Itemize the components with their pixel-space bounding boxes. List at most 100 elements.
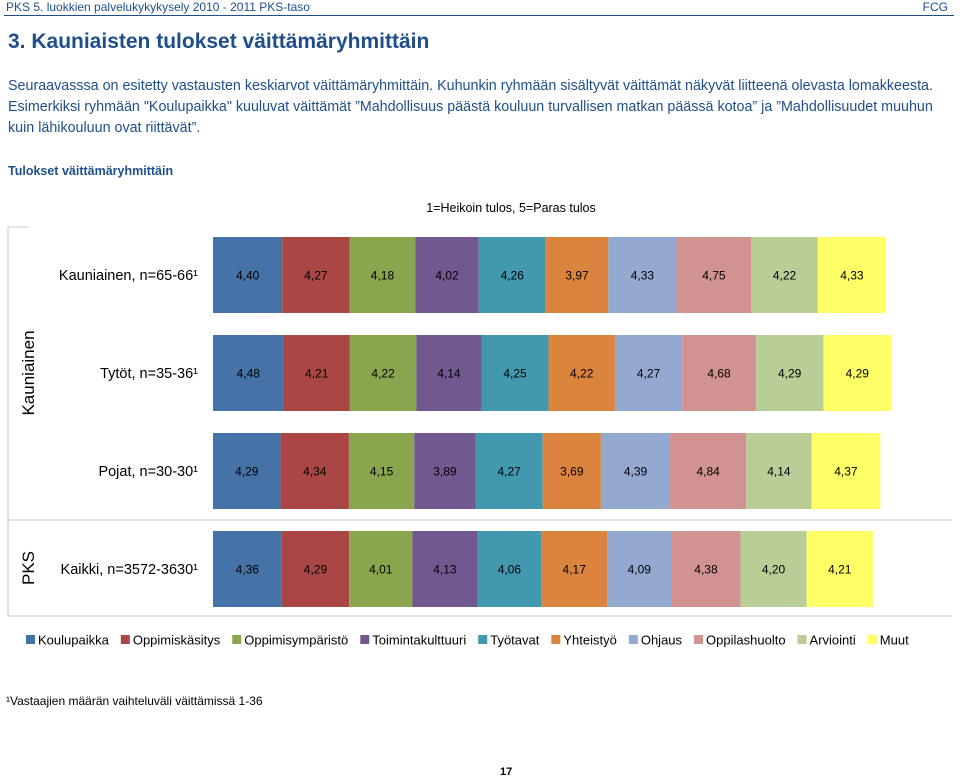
row-label: Kaikki, n=3572-3630¹ xyxy=(61,562,199,578)
bar-segment-tyotavat xyxy=(477,531,542,607)
bar-segment-yhteistyo xyxy=(541,531,608,607)
bar-segment-muut xyxy=(817,237,886,313)
data-label: 4,29 xyxy=(846,367,870,381)
bar-segment-arviointi xyxy=(740,531,807,607)
row-label: Kauniainen, n=65-66¹ xyxy=(59,268,198,284)
data-label: 4,40 xyxy=(236,269,260,283)
bar-segment-oppimisymparisto xyxy=(349,531,413,607)
data-label: 4,27 xyxy=(304,269,328,283)
bar-segment-muut xyxy=(806,531,873,607)
data-label: 4,25 xyxy=(503,367,527,381)
bar-segment-yhteistyo xyxy=(548,335,615,411)
bar-segment-oppilashuolto xyxy=(671,531,741,607)
data-label: 4,14 xyxy=(437,367,461,381)
data-label: 4,06 xyxy=(498,563,522,577)
legend-swatch-tyotavat xyxy=(478,635,488,644)
group-label-pks: PKS xyxy=(19,551,38,585)
bar-segment-toimintakulttuuri xyxy=(412,531,478,607)
page-title: 3. Kauniaisten tulokset väittämäryhmittä… xyxy=(8,30,430,53)
legend-swatch-toimintakulttuuri xyxy=(360,635,370,644)
legend-swatch-yhteistyo xyxy=(551,635,561,644)
bar-segment-ohjaus xyxy=(608,237,677,313)
data-label: 4,21 xyxy=(828,563,852,577)
bar-segment-oppilashuolto xyxy=(676,237,752,313)
legend-label-ohjaus: Ohjaus xyxy=(641,633,683,648)
data-label: 4,22 xyxy=(773,269,797,283)
bar-segment-ohjaus xyxy=(600,433,671,509)
data-label: 4,33 xyxy=(631,269,655,283)
data-label: 4,84 xyxy=(697,465,721,479)
data-label: 4,75 xyxy=(702,269,726,283)
row-label: Tytöt, n=35-36¹ xyxy=(100,366,198,382)
bar-segment-muut xyxy=(811,433,881,509)
bar-segment-tyotavat xyxy=(481,335,549,411)
header-left-text: PKS 5. luokkien palvelukykykysely 2010 -… xyxy=(6,0,310,14)
legend-label-koulupaikka: Koulupaikka xyxy=(38,633,110,648)
bar-segment-arviointi xyxy=(746,433,812,509)
legend-swatch-oppimiskasitys xyxy=(120,635,130,644)
bar-segment-oppimisymparisto xyxy=(348,433,415,509)
footnote: ¹Vastaajien määrän vaihteluväli väittämi… xyxy=(6,694,263,708)
bar-segment-oppilashuolto xyxy=(682,335,756,411)
legend-label-tyotavat: Työtavat xyxy=(490,633,540,648)
data-label: 4,01 xyxy=(369,563,393,577)
legend-swatch-muut xyxy=(867,635,877,644)
bar-segment-arviointi xyxy=(751,237,818,313)
row-label: Pojat, n=30-30¹ xyxy=(98,464,198,480)
data-label: 4,13 xyxy=(433,563,457,577)
bar-segment-arviointi xyxy=(755,335,824,411)
data-label: 4,02 xyxy=(435,269,459,283)
data-label: 4,33 xyxy=(840,269,864,283)
bar-segment-koulupaikka xyxy=(213,433,281,509)
bar-segment-ohjaus xyxy=(607,531,672,607)
data-label: 4,26 xyxy=(501,269,525,283)
bar-segment-oppilashuolto xyxy=(670,433,747,509)
data-label: 4,27 xyxy=(637,367,661,381)
data-label: 4,21 xyxy=(305,367,329,381)
data-label: 4,29 xyxy=(235,465,259,479)
legend-label-toimintakulttuuri: Toimintakulttuuri xyxy=(372,633,466,648)
legend-swatch-koulupaikka xyxy=(26,635,35,644)
data-label: 4,22 xyxy=(371,367,395,381)
bar-segment-toimintakulttuuri xyxy=(414,433,476,509)
bar-segment-yhteistyo xyxy=(545,237,609,313)
legend-label-muut: Muut xyxy=(880,633,909,648)
data-label: 3,89 xyxy=(433,465,457,479)
legend-swatch-oppimisymparisto xyxy=(232,635,242,644)
data-label: 4,68 xyxy=(707,367,731,381)
data-label: 4,15 xyxy=(370,465,394,479)
data-label: 4,29 xyxy=(304,563,328,577)
bar-segment-koulupaikka xyxy=(213,531,282,607)
legend-swatch-oppilashuolto xyxy=(694,635,704,644)
data-label: 4,37 xyxy=(834,465,858,479)
bar-segment-oppimisymparisto xyxy=(349,237,416,313)
legend-label-arviointi: Arviointi xyxy=(810,633,856,648)
legend-swatch-ohjaus xyxy=(628,635,638,644)
legend-label-oppilashuolto: Oppilashuolto xyxy=(706,633,786,648)
data-label: 4,27 xyxy=(497,465,521,479)
bar-segment-oppimiskasitys xyxy=(280,433,349,509)
bar-segment-tyotavat xyxy=(478,237,546,313)
stacked-bar-chart: Kauniainen PKS Kauniainen, n=65-66¹ 4,40 4,2… xyxy=(7,226,952,648)
page-number: 17 xyxy=(500,766,513,778)
bar-segment-toimintakulttuuri xyxy=(415,237,479,313)
data-label: 4,48 xyxy=(237,367,261,381)
data-label: 4,38 xyxy=(694,563,718,577)
bar-segment-ohjaus xyxy=(614,335,683,411)
chart-title: Tulokset väittämäryhmittäin xyxy=(8,164,174,178)
data-label: 4,14 xyxy=(767,465,791,479)
data-label: 4,29 xyxy=(778,367,802,381)
legend-swatch-arviointi xyxy=(797,635,807,644)
data-label: 4,22 xyxy=(570,367,594,381)
bar-segment-muut xyxy=(823,335,892,411)
bar-segment-oppimisymparisto xyxy=(349,335,417,411)
bar-segment-yhteistyo xyxy=(542,433,601,509)
group-label-kauniainen: Kauniainen xyxy=(19,330,38,415)
header-right-text: FCG xyxy=(922,0,948,14)
chart-subtitle: 1=Heikoin tulos, 5=Paras tulos xyxy=(426,201,596,215)
data-label: 4,17 xyxy=(563,563,587,577)
intro-paragraph: Seuraavasssa on esitetty vastausten kesk… xyxy=(8,78,933,136)
legend-label-yhteistyo: Yhteistyö xyxy=(563,633,616,648)
data-label: 4,18 xyxy=(371,269,395,283)
bar-segment-koulupaikka xyxy=(213,335,284,411)
